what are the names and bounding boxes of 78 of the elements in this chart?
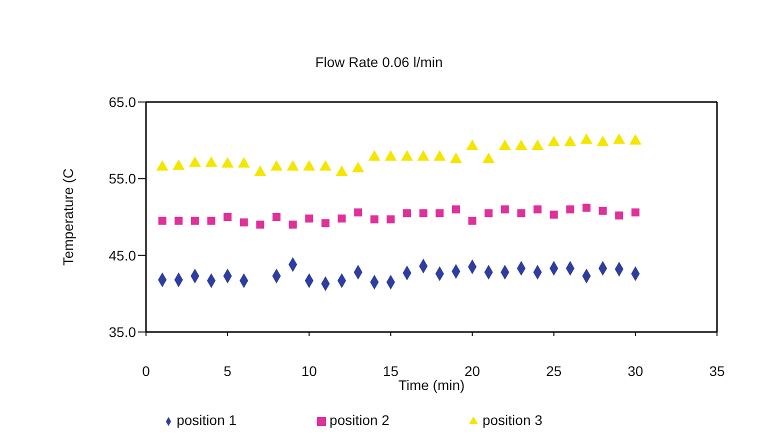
point (158, 216, 166, 225)
x-tick-label: 25 (546, 362, 562, 379)
point (303, 160, 316, 171)
x-tick-label: 10 (301, 362, 318, 379)
point (190, 216, 199, 225)
point (517, 209, 526, 218)
point (515, 139, 528, 150)
point (417, 150, 430, 161)
x-tick-label: 15 (382, 362, 399, 379)
point (207, 216, 216, 225)
y-axis-title: Temperature (C (60, 168, 76, 266)
point (596, 136, 609, 146)
point (338, 214, 346, 223)
point (615, 211, 624, 220)
point (498, 139, 511, 150)
point (221, 157, 234, 168)
y-tick-label: 45.0 (108, 247, 136, 264)
point (403, 209, 412, 218)
point (400, 150, 414, 161)
point (319, 160, 332, 171)
point (270, 160, 283, 171)
point (288, 220, 297, 229)
point (384, 150, 397, 161)
point (466, 139, 478, 150)
point (305, 214, 314, 223)
point (336, 166, 348, 176)
point (500, 205, 509, 214)
x-tick-label: 35 (709, 362, 725, 379)
point (205, 156, 218, 167)
point (354, 208, 362, 216)
point (450, 152, 462, 164)
x-tick-label: 20 (464, 362, 480, 379)
legend-label: position 2 (330, 412, 390, 428)
y-tick-label: 55.0 (108, 170, 136, 187)
point (468, 216, 476, 225)
point (272, 213, 281, 221)
x-tick-label: 5 (224, 362, 232, 379)
point (352, 162, 364, 172)
y-tick-label: 65.0 (108, 94, 136, 110)
point (548, 136, 560, 146)
x-tick-label: 0 (142, 362, 150, 379)
legend-label: position 1 (176, 412, 237, 428)
point (386, 215, 395, 224)
chart-title: Flow Rate 0.06 l/min (314, 54, 444, 70)
point (452, 205, 460, 214)
point (434, 150, 446, 161)
point (188, 156, 202, 167)
point (436, 209, 444, 218)
point (613, 133, 626, 144)
point (629, 134, 642, 145)
x-tick-label: 30 (628, 362, 644, 379)
point (172, 159, 185, 170)
point (582, 204, 590, 212)
point (580, 133, 593, 144)
y-tick-label: 35.0 (108, 324, 136, 340)
point (564, 136, 576, 146)
point (484, 209, 493, 218)
point (598, 206, 607, 215)
point (254, 166, 266, 176)
point (370, 215, 378, 224)
point (238, 157, 250, 168)
point (224, 213, 232, 221)
legend-label: position 3 (482, 412, 542, 428)
point (631, 208, 640, 216)
point (240, 218, 248, 226)
point (419, 209, 428, 218)
point (368, 150, 380, 161)
point (550, 210, 558, 219)
x-axis-title: Time (min) (398, 377, 465, 393)
point (531, 139, 544, 150)
point (174, 216, 183, 225)
point (566, 205, 574, 214)
point (156, 160, 168, 171)
point (321, 219, 330, 228)
point (286, 160, 299, 171)
point (482, 152, 495, 164)
point (534, 205, 542, 214)
point (256, 220, 264, 229)
